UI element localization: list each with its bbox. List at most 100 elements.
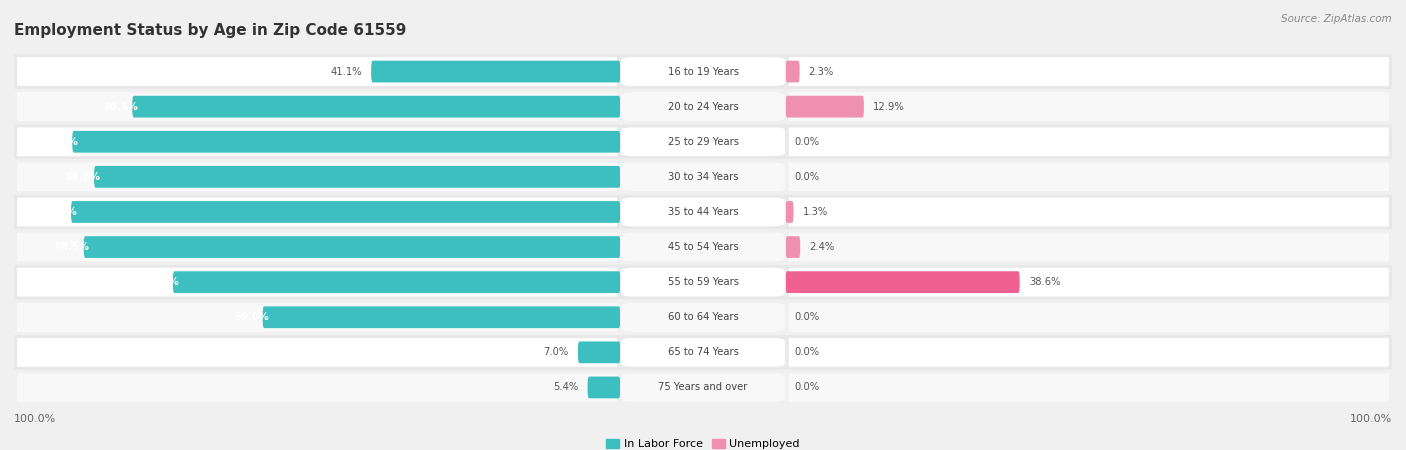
FancyBboxPatch shape: [14, 90, 620, 124]
Text: 7.0%: 7.0%: [544, 347, 569, 357]
FancyBboxPatch shape: [72, 131, 620, 153]
FancyBboxPatch shape: [786, 370, 1392, 405]
FancyBboxPatch shape: [786, 54, 1392, 89]
FancyBboxPatch shape: [786, 236, 800, 258]
FancyBboxPatch shape: [621, 373, 785, 402]
FancyBboxPatch shape: [621, 338, 785, 367]
FancyBboxPatch shape: [621, 162, 785, 191]
Legend: In Labor Force, Unemployed: In Labor Force, Unemployed: [606, 439, 800, 449]
Text: 90.6%: 90.6%: [42, 207, 77, 217]
Text: 0.0%: 0.0%: [794, 312, 820, 322]
Text: Source: ZipAtlas.com: Source: ZipAtlas.com: [1281, 14, 1392, 23]
FancyBboxPatch shape: [789, 338, 1389, 367]
FancyBboxPatch shape: [621, 92, 785, 121]
FancyBboxPatch shape: [789, 233, 1389, 261]
FancyBboxPatch shape: [173, 271, 620, 293]
Text: Employment Status by Age in Zip Code 61559: Employment Status by Age in Zip Code 615…: [14, 22, 406, 37]
Text: 0.0%: 0.0%: [794, 172, 820, 182]
Text: 100.0%: 100.0%: [14, 414, 56, 424]
Text: 1.3%: 1.3%: [803, 207, 828, 217]
FancyBboxPatch shape: [786, 265, 1392, 299]
Text: 75 Years and over: 75 Years and over: [658, 382, 748, 392]
FancyBboxPatch shape: [621, 127, 785, 156]
FancyBboxPatch shape: [786, 195, 1392, 229]
FancyBboxPatch shape: [786, 96, 863, 117]
FancyBboxPatch shape: [17, 233, 617, 261]
Text: 59.0%: 59.0%: [233, 312, 269, 322]
FancyBboxPatch shape: [789, 303, 1389, 332]
Text: 55 to 59 Years: 55 to 59 Years: [668, 277, 738, 287]
Text: 38.6%: 38.6%: [1029, 277, 1060, 287]
Text: 20 to 24 Years: 20 to 24 Years: [668, 102, 738, 112]
FancyBboxPatch shape: [84, 236, 620, 258]
Text: 88.5%: 88.5%: [55, 242, 90, 252]
FancyBboxPatch shape: [620, 230, 786, 264]
FancyBboxPatch shape: [786, 201, 793, 223]
FancyBboxPatch shape: [14, 370, 620, 405]
FancyBboxPatch shape: [620, 265, 786, 299]
FancyBboxPatch shape: [94, 166, 620, 188]
Text: 100.0%: 100.0%: [1350, 414, 1392, 424]
Text: 2.3%: 2.3%: [808, 67, 834, 76]
FancyBboxPatch shape: [14, 125, 620, 159]
FancyBboxPatch shape: [786, 125, 1392, 159]
FancyBboxPatch shape: [17, 92, 617, 121]
FancyBboxPatch shape: [620, 300, 786, 334]
FancyBboxPatch shape: [72, 201, 620, 223]
FancyBboxPatch shape: [14, 195, 620, 229]
Text: 90.4%: 90.4%: [44, 137, 79, 147]
FancyBboxPatch shape: [621, 268, 785, 297]
Text: 41.1%: 41.1%: [330, 67, 363, 76]
FancyBboxPatch shape: [17, 57, 617, 86]
Text: 73.8%: 73.8%: [145, 277, 179, 287]
FancyBboxPatch shape: [14, 160, 620, 194]
Text: 2.4%: 2.4%: [810, 242, 835, 252]
FancyBboxPatch shape: [789, 198, 1389, 226]
FancyBboxPatch shape: [17, 303, 617, 332]
Text: 5.4%: 5.4%: [553, 382, 578, 392]
FancyBboxPatch shape: [14, 230, 620, 264]
FancyBboxPatch shape: [14, 300, 620, 334]
FancyBboxPatch shape: [17, 162, 617, 191]
Text: 45 to 54 Years: 45 to 54 Years: [668, 242, 738, 252]
FancyBboxPatch shape: [14, 335, 620, 369]
FancyBboxPatch shape: [789, 57, 1389, 86]
FancyBboxPatch shape: [620, 195, 786, 229]
FancyBboxPatch shape: [17, 268, 617, 297]
FancyBboxPatch shape: [14, 265, 620, 299]
Text: 60 to 64 Years: 60 to 64 Years: [668, 312, 738, 322]
FancyBboxPatch shape: [17, 127, 617, 156]
FancyBboxPatch shape: [621, 233, 785, 261]
FancyBboxPatch shape: [621, 57, 785, 86]
Text: 35 to 44 Years: 35 to 44 Years: [668, 207, 738, 217]
Text: 65 to 74 Years: 65 to 74 Years: [668, 347, 738, 357]
FancyBboxPatch shape: [17, 373, 617, 402]
Text: 86.8%: 86.8%: [65, 172, 100, 182]
FancyBboxPatch shape: [789, 162, 1389, 191]
FancyBboxPatch shape: [620, 160, 786, 194]
Text: 30 to 34 Years: 30 to 34 Years: [668, 172, 738, 182]
FancyBboxPatch shape: [588, 377, 620, 398]
Text: 25 to 29 Years: 25 to 29 Years: [668, 137, 738, 147]
FancyBboxPatch shape: [263, 306, 620, 328]
FancyBboxPatch shape: [620, 125, 786, 159]
FancyBboxPatch shape: [789, 373, 1389, 402]
FancyBboxPatch shape: [621, 198, 785, 226]
FancyBboxPatch shape: [620, 335, 786, 369]
FancyBboxPatch shape: [620, 90, 786, 124]
Text: 80.5%: 80.5%: [104, 102, 138, 112]
FancyBboxPatch shape: [786, 271, 1019, 293]
FancyBboxPatch shape: [789, 127, 1389, 156]
Text: 0.0%: 0.0%: [794, 137, 820, 147]
FancyBboxPatch shape: [786, 335, 1392, 369]
Text: 0.0%: 0.0%: [794, 347, 820, 357]
FancyBboxPatch shape: [371, 61, 620, 82]
Text: 16 to 19 Years: 16 to 19 Years: [668, 67, 738, 76]
FancyBboxPatch shape: [786, 160, 1392, 194]
FancyBboxPatch shape: [786, 300, 1392, 334]
FancyBboxPatch shape: [578, 342, 620, 363]
FancyBboxPatch shape: [786, 61, 800, 82]
FancyBboxPatch shape: [17, 198, 617, 226]
FancyBboxPatch shape: [620, 54, 786, 89]
FancyBboxPatch shape: [789, 268, 1389, 297]
